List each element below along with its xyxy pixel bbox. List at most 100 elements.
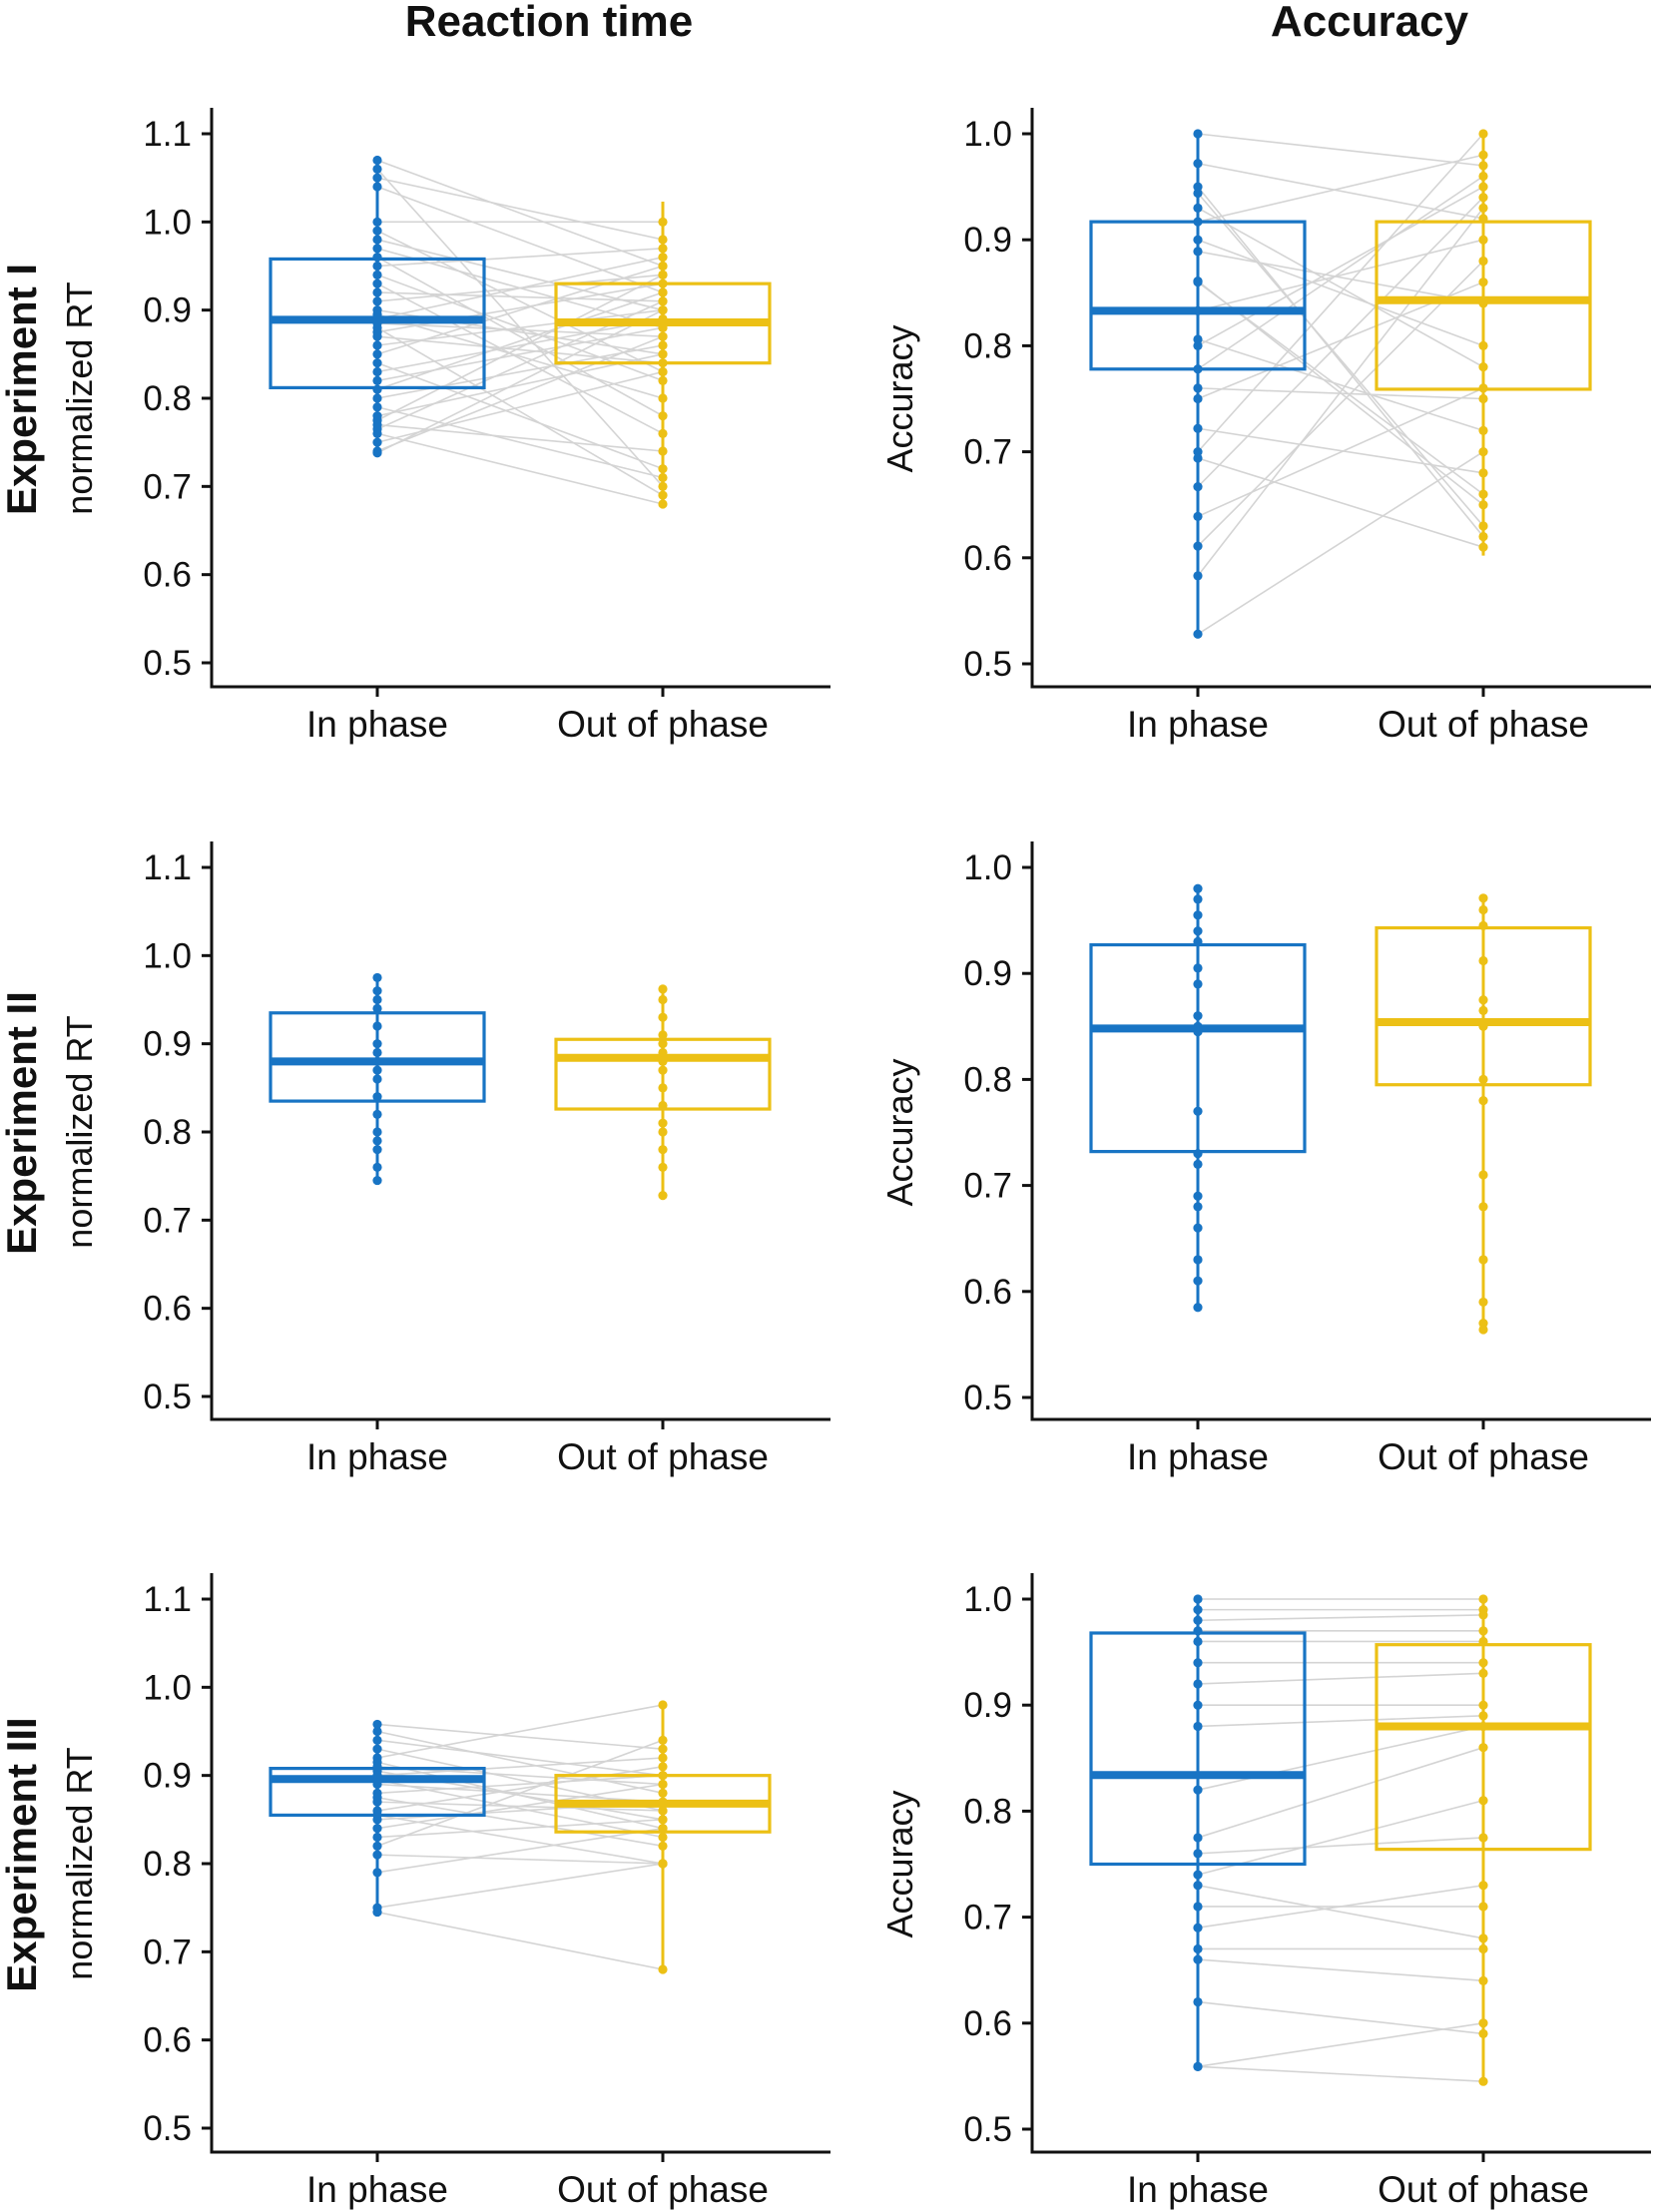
data-point <box>372 1039 382 1049</box>
pair-line <box>1197 450 1484 635</box>
data-point <box>658 1806 668 1816</box>
panel-2: Accuracy 0.5 0.6 0.7 0.8 0.9 1.0 In phase Out of… <box>879 108 1651 745</box>
data-point <box>1193 247 1203 257</box>
pair-line <box>376 326 664 496</box>
data-point <box>658 1191 668 1201</box>
data-point <box>1478 277 1488 287</box>
data-point <box>1193 423 1203 433</box>
data-point <box>372 1797 382 1807</box>
y-tick-label: 0.9 <box>963 1686 1012 1725</box>
data-point <box>658 331 668 341</box>
pair-line <box>376 291 664 390</box>
pair-line <box>1197 387 1484 518</box>
data-point <box>372 1127 382 1137</box>
pair-line <box>376 361 664 470</box>
data-point <box>1193 383 1203 393</box>
data-point <box>372 253 382 263</box>
y-tick-label: 1.1 <box>143 1580 192 1619</box>
y-tick-label: 1.1 <box>143 848 192 887</box>
data-point <box>658 984 668 994</box>
data-point <box>1193 910 1203 920</box>
data-point <box>1478 1881 1488 1891</box>
x-tick-label: Out of phase <box>1378 704 1589 745</box>
y-tick-label: 1.0 <box>143 936 192 975</box>
x-tick-label: Out of phase <box>1378 2169 1589 2210</box>
y-tick-label: 0.8 <box>143 379 192 418</box>
data-point <box>372 1056 382 1066</box>
pair-line <box>1197 1614 1484 1622</box>
pair-line <box>1197 260 1484 547</box>
data-point <box>1478 1902 1488 1912</box>
data-point <box>1478 383 1488 393</box>
data-point <box>1478 298 1488 308</box>
data-point <box>372 384 382 394</box>
data-point <box>658 366 668 377</box>
pair-line <box>1197 1884 1484 1930</box>
x-tick-label: In phase <box>1127 2169 1269 2210</box>
pair-line <box>1197 457 1484 548</box>
data-point <box>1193 129 1203 139</box>
pair-line <box>376 256 664 320</box>
data-point <box>1193 541 1203 551</box>
x-tick-label: In phase <box>306 2169 448 2210</box>
data-point <box>1193 2061 1203 2071</box>
pair-line <box>1197 239 1484 312</box>
y-tick-label: 0.8 <box>963 1792 1012 1831</box>
y-axis-label: Accuracy <box>879 1790 920 1937</box>
data-point <box>658 472 668 483</box>
data-point <box>1193 393 1203 404</box>
y-tick-label: 0.6 <box>963 539 1012 578</box>
pair-line <box>376 1739 664 1848</box>
data-point <box>658 490 668 500</box>
data-point <box>372 1145 382 1155</box>
data-point <box>658 1779 668 1790</box>
data-point <box>658 270 668 279</box>
data-point <box>658 1083 668 1093</box>
data-point <box>1193 936 1203 946</box>
y-tick-label: 0.8 <box>143 1845 192 1884</box>
data-point <box>372 437 382 447</box>
data-point <box>1193 1700 1203 1710</box>
pair-line <box>376 256 664 417</box>
pair-line <box>376 1814 664 1865</box>
data-point <box>1478 1743 1488 1753</box>
data-point <box>1193 1011 1203 1021</box>
pair-line <box>376 177 664 241</box>
row-label-experiment-3: Experiment III <box>0 1717 45 1991</box>
data-point <box>1193 1870 1203 1880</box>
pair-line <box>1197 2000 1484 2035</box>
data-point <box>372 244 382 254</box>
data-point <box>658 1700 668 1710</box>
data-point <box>1478 362 1488 372</box>
data-point <box>372 375 382 385</box>
data-point <box>1193 883 1203 893</box>
pair-line <box>376 1819 664 1839</box>
data-point <box>1193 1902 1203 1912</box>
pair-line <box>376 248 664 268</box>
data-point <box>1193 1159 1203 1169</box>
pair-line <box>1197 1746 1484 1839</box>
y-tick-label: 0.7 <box>143 467 192 506</box>
data-point <box>1193 334 1203 344</box>
y-tick-label: 0.9 <box>963 221 1012 260</box>
data-point <box>372 217 382 227</box>
data-point <box>1193 277 1203 287</box>
x-tick-label: In phase <box>1127 1436 1269 1477</box>
data-point <box>658 1118 668 1128</box>
data-point <box>658 1744 668 1754</box>
data-point <box>658 1824 668 1834</box>
data-point <box>1478 340 1488 350</box>
data-point <box>1478 2028 1488 2039</box>
data-point <box>1478 161 1488 171</box>
data-point <box>658 261 668 272</box>
y-tick-label: 0.8 <box>963 1060 1012 1099</box>
data-point <box>658 1788 668 1798</box>
data-point <box>658 464 668 474</box>
column-title-reaction-time: Reaction time <box>405 0 694 46</box>
data-point <box>372 1779 382 1790</box>
pair-line <box>376 1911 664 1970</box>
data-point <box>372 1815 382 1825</box>
data-point <box>1478 1319 1488 1329</box>
data-point <box>1478 1934 1488 1943</box>
data-point <box>1478 203 1488 213</box>
